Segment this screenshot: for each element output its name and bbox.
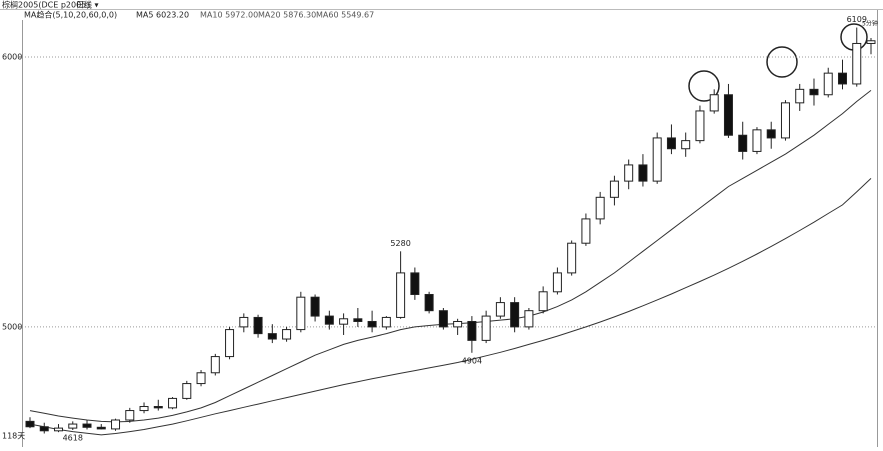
candle-body (381, 316, 391, 328)
candle-body (125, 410, 135, 421)
candle-body (481, 315, 491, 341)
ma-line (29, 90, 872, 423)
candle-body (25, 420, 35, 428)
candle-body (296, 296, 306, 331)
extreme-label: 5280 (390, 239, 410, 248)
candle-body (196, 372, 206, 385)
candle-body (168, 397, 178, 409)
period[interactable]: 日线 ▾ (76, 0, 99, 10)
candle-body (538, 291, 548, 312)
candle-body (837, 72, 847, 85)
ma5: MA5 6023.20 (136, 11, 189, 20)
candle-body (624, 164, 634, 182)
y-tick-label: 5000 (2, 322, 22, 331)
candle-body (723, 94, 733, 136)
candle-body (809, 88, 819, 96)
candle-body (410, 272, 420, 295)
candle-body (225, 329, 235, 358)
candle-body (510, 302, 520, 328)
candle-body (253, 316, 263, 335)
candle-body (324, 315, 334, 325)
candle-body (111, 419, 121, 430)
candle-body (652, 137, 662, 182)
candle-body (153, 406, 163, 409)
candle-body (795, 88, 805, 104)
candle-body (310, 296, 320, 317)
candle-body (282, 329, 292, 340)
candle-body (367, 320, 377, 328)
candle-body (39, 426, 49, 432)
symbol: 棕榈2005(DCE p2005) (2, 0, 89, 10)
y-tick-label: 6000 (2, 52, 22, 61)
candle-body (638, 164, 648, 182)
extreme-label: 4618 (63, 433, 83, 442)
candle-body (96, 426, 106, 430)
candle-body (780, 102, 790, 139)
candle-body (54, 427, 64, 432)
candle-body (424, 293, 434, 312)
candle-body (709, 94, 719, 112)
candle-body (495, 302, 505, 317)
candle-body (595, 196, 605, 220)
candle-body (609, 180, 619, 198)
candle-body (182, 383, 192, 399)
ma20: MA20 5876.30 (258, 11, 316, 20)
candle-body (467, 320, 477, 341)
ma-line (29, 178, 872, 436)
candle-body (752, 129, 762, 152)
candle-body (139, 406, 149, 412)
candle-body (681, 140, 691, 150)
ma60: MA60 5549.67 (316, 11, 374, 20)
candle-body (267, 333, 277, 340)
highlight-circle (688, 70, 720, 102)
corner-label: 5分钟 (862, 20, 878, 28)
candle-body (738, 134, 748, 152)
candle-body (524, 310, 534, 328)
extreme-label: 4904 (462, 356, 482, 365)
candle-body (82, 423, 92, 428)
ma-title: MA趋合(5,10,20,60,0,0) (24, 10, 117, 20)
candle-body (210, 356, 220, 374)
candle-body (353, 318, 363, 322)
candle-body (552, 272, 562, 293)
candle-body (695, 110, 705, 142)
extreme-label: 6109 (847, 15, 867, 24)
candle-body (581, 218, 591, 244)
candle-body (666, 137, 676, 150)
candle-body (453, 320, 463, 328)
ma10: MA10 5972.00 (200, 11, 258, 20)
highlight-circle (766, 46, 798, 78)
candle-body (823, 72, 833, 96)
candle-body (866, 40, 876, 44)
candle-body (766, 129, 776, 139)
candle-body (239, 316, 249, 328)
candle-body (339, 318, 349, 325)
candle-body (438, 310, 448, 328)
bar-count: 118天 (2, 432, 25, 441)
candle-body (852, 42, 862, 85)
candle-body (396, 272, 406, 318)
candle-body (567, 242, 577, 274)
candle-body (68, 423, 78, 429)
